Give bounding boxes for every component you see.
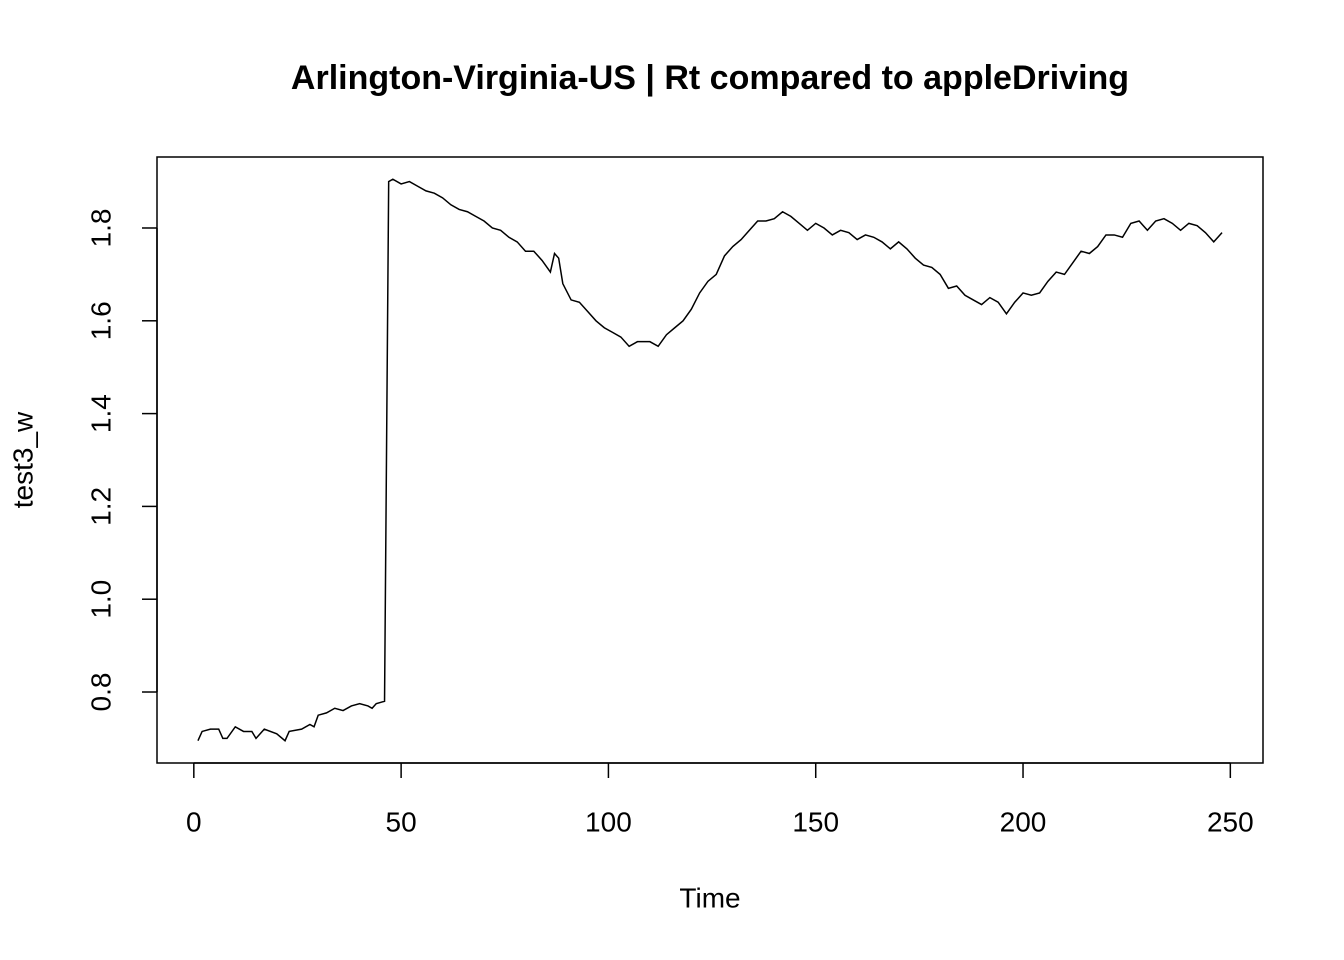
x-tick-label: 250 (1207, 806, 1254, 837)
y-tick-label: 1.8 (85, 209, 116, 248)
y-tick-label: 1.4 (85, 394, 116, 433)
x-tick-label: 150 (792, 806, 839, 837)
x-tick-label: 0 (186, 806, 202, 837)
x-axis-label: Time (679, 882, 740, 913)
y-tick-label: 1.0 (85, 580, 116, 619)
chart-title: Arlington-Virginia-US | Rt compared to a… (291, 59, 1129, 97)
y-tick-label: 1.2 (85, 487, 116, 526)
data-line (197, 178, 1223, 742)
y-axis-label: test3_w (7, 411, 38, 508)
x-tick-label: 200 (1000, 806, 1047, 837)
y-tick-label: 1.6 (85, 301, 116, 340)
x-tick-label: 50 (386, 806, 417, 837)
y-tick-label: 0.8 (85, 673, 116, 712)
x-tick-label: 100 (585, 806, 632, 837)
